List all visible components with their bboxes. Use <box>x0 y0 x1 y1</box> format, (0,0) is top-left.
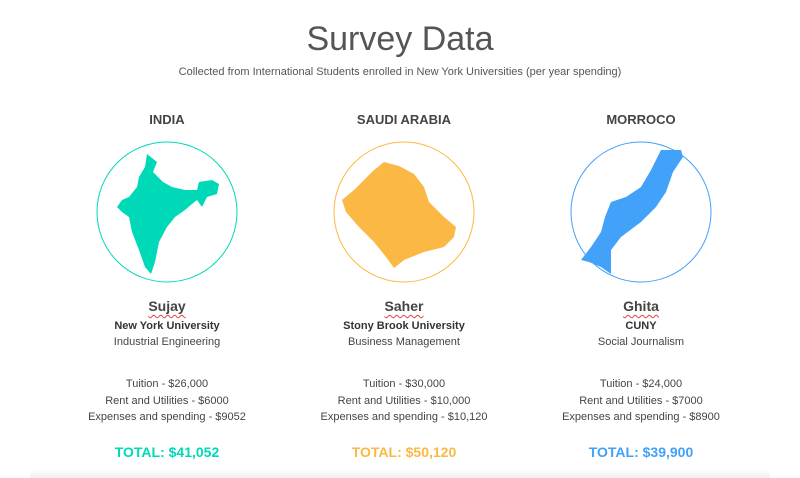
cost-item: Tuition - $30,000 <box>362 378 446 390</box>
cost-item: Expenses and spending - $9052 <box>88 411 246 423</box>
university: Stony Brook University <box>343 320 465 332</box>
total: TOTAL: $41,052 <box>114 443 220 460</box>
survey-card: MORROCO Ghita CUNY Social Journalism Tuition… <box>521 112 761 460</box>
major: Social Journalism <box>597 336 685 348</box>
cost-list: Tuition - $30,000 Rent and Utilities - $1… <box>284 376 524 426</box>
country-shape <box>342 162 456 268</box>
map-circle <box>570 141 712 283</box>
major: Industrial Engineering <box>113 336 221 348</box>
cost-list: Tuition - $24,000 Rent and Utilities - $7… <box>521 376 761 426</box>
footer-shadow <box>30 470 770 478</box>
subtitle: Collected from International Students en… <box>178 66 622 78</box>
country-map <box>333 141 475 283</box>
cost-item: Rent and Utilities - $10,000 <box>337 394 471 407</box>
country-shape <box>581 150 683 274</box>
university: CUNY <box>625 320 657 332</box>
total: TOTAL: $39,900 <box>588 443 694 460</box>
cost-item: Tuition - $24,000 <box>599 378 683 390</box>
country-name: MORROCO <box>606 112 676 127</box>
student-name: Ghita <box>623 298 659 314</box>
country-shape <box>117 154 219 274</box>
survey-card: INDIA Sujay New York University Industrial … <box>47 112 287 460</box>
cost-item: Rent and Utilities - $7000 <box>579 394 703 407</box>
major: Business Management <box>348 336 460 348</box>
student-name: Saher <box>384 298 424 314</box>
title: Survey Data <box>306 20 494 58</box>
total: TOTAL: $50,120 <box>351 443 457 460</box>
country-map <box>570 141 712 283</box>
cost-item: Expenses and spending - $10,120 <box>320 411 488 423</box>
map-circle <box>333 141 475 283</box>
country-name: SAUDI ARABIA <box>356 112 452 127</box>
country-name: INDIA <box>149 112 185 127</box>
country-map <box>96 141 238 283</box>
cost-list: Tuition - $26,000 Rent and Utilities - $6… <box>47 376 287 426</box>
cost-item: Rent and Utilities - $6000 <box>105 394 229 407</box>
university: New York University <box>114 320 220 332</box>
cost-item: Expenses and spending - $8900 <box>562 411 720 423</box>
cost-item: Tuition - $26,000 <box>125 378 209 390</box>
survey-card: SAUDI ARABIA Saher Stony Brook University B… <box>284 112 524 460</box>
student-name: Sujay <box>148 298 186 314</box>
map-circle <box>96 141 238 283</box>
